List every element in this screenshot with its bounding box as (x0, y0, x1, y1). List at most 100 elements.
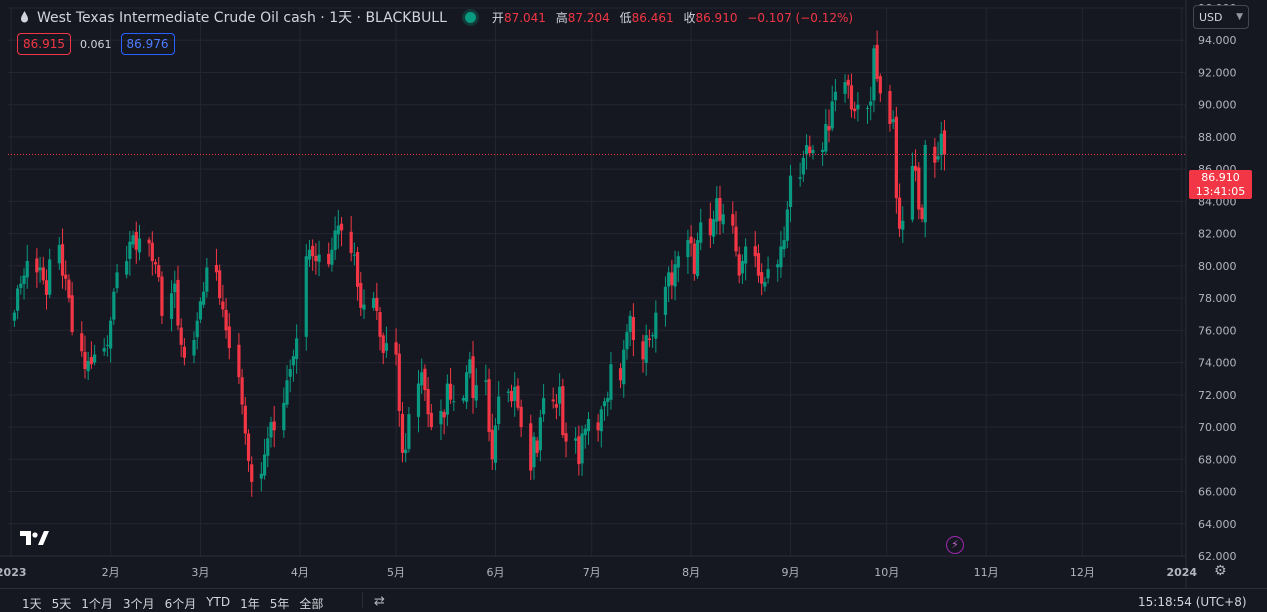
candle-body (811, 149, 815, 154)
candle-body (240, 377, 244, 405)
sell-price-button[interactable]: 86.915 (17, 33, 71, 55)
range-all[interactable]: 全部 (299, 597, 324, 611)
candle-body (625, 331, 629, 350)
candle-body (153, 262, 158, 265)
candle-body (535, 440, 539, 453)
lightning-icon[interactable]: ⚡ (946, 536, 964, 554)
open-value: 87.041 (503, 10, 546, 25)
candle-body (869, 101, 873, 106)
candle-body (641, 341, 645, 360)
candle-body (429, 412, 433, 428)
y-tick-label: 72.000 (1198, 389, 1237, 402)
candle-body (914, 165, 918, 171)
toolbar-divider (362, 592, 363, 608)
candle-body (468, 359, 472, 374)
range-1d[interactable]: 1天 (22, 597, 42, 611)
candle-body (708, 218, 712, 236)
candle-body (654, 312, 658, 339)
candle-body (596, 422, 600, 431)
candle-body (295, 338, 299, 360)
range-3m[interactable]: 3个月 (122, 597, 155, 611)
candle-body (80, 333, 84, 352)
y-tick-label: 90.000 (1198, 99, 1237, 112)
candle-body (375, 297, 379, 312)
candle-body (57, 244, 61, 264)
candle-body (314, 255, 318, 262)
candle-body (631, 316, 635, 341)
candle-body (487, 379, 491, 432)
candle-body (452, 401, 456, 403)
candle-body (137, 238, 142, 253)
candle-body (692, 243, 696, 274)
y-tick-label: 62.000 (1198, 550, 1237, 563)
candle-body (923, 145, 927, 223)
chevron-down-icon: ▼ (1236, 12, 1243, 22)
y-tick-label: 70.000 (1198, 421, 1237, 434)
tradingview-logo-icon[interactable] (20, 530, 50, 546)
candle-body (246, 433, 251, 461)
y-tick-label: 92.000 (1198, 66, 1237, 79)
candle-body (349, 231, 353, 253)
chart-grid (8, 7, 1185, 557)
candle-body (644, 335, 648, 363)
candle-body (776, 264, 780, 268)
gear-icon[interactable]: ⚙ (1214, 563, 1227, 579)
range-1m[interactable]: 1个月 (81, 597, 113, 611)
candle-body (888, 91, 892, 125)
range-5y[interactable]: 5年 (269, 597, 290, 611)
candle-body (25, 261, 29, 278)
currency-select[interactable]: USD ▼ (1193, 5, 1249, 29)
candle-body (484, 380, 488, 382)
candle-body (538, 417, 542, 451)
ohlc-legend: 开87.041 高87.204 低86.461 收86.910 −0.107 (… (486, 9, 853, 26)
candle-body (808, 146, 812, 154)
buy-price-button[interactable]: 86.976 (120, 33, 175, 55)
candle-body (394, 342, 398, 355)
candle-body (917, 167, 921, 210)
range-selector: 1天 5天 1个月 3个月 6个月 YTD 1年 5年 全部 (22, 595, 323, 612)
symbol-title[interactable]: West Texas Intermediate Crude Oil cash ·… (37, 10, 447, 26)
candle-body (936, 156, 940, 160)
candle-body (516, 385, 520, 408)
currency-value: USD (1199, 10, 1223, 24)
candle-body (910, 165, 914, 220)
candle-body (420, 372, 424, 386)
candle-body (48, 259, 52, 295)
clock-timezone[interactable]: 15:18:54 (UTC+8) (1138, 595, 1247, 609)
candle-body (307, 249, 312, 260)
x-tick-label: 8月 (682, 566, 700, 579)
y-tick-label: 88.000 (1198, 131, 1237, 144)
market-open-indicator (464, 11, 476, 23)
date-range-icon[interactable]: ⇄ (374, 594, 385, 609)
range-6m[interactable]: 6个月 (164, 597, 197, 611)
candle-body (465, 372, 469, 402)
range-1y[interactable]: 1年 (240, 597, 260, 611)
candle-body (763, 282, 767, 287)
candle-body (760, 272, 764, 284)
candle-body (83, 351, 87, 370)
candle-body (38, 267, 42, 271)
candle-body (689, 236, 693, 244)
x-tick-label: 2024 (1166, 566, 1197, 579)
candle-body (64, 274, 68, 279)
price-chart[interactable]: 62.000 64.000 66.000 68.000 70.000 72.000 74.0… (0, 0, 1267, 588)
candle-body (865, 107, 870, 109)
candle-body (404, 449, 408, 454)
candle-body (202, 291, 206, 305)
candle-body (586, 419, 591, 432)
candle-body (355, 252, 360, 287)
candle-body (782, 240, 786, 250)
time-axis: 2023 2月 3月 4月 5月 6月 7月 8月 9月 10月 11月 12月 2024 (0, 566, 1197, 579)
candle-body (599, 409, 603, 432)
candle-body (221, 301, 225, 310)
range-5d[interactable]: 5天 (51, 597, 72, 611)
range-ytd[interactable]: YTD (206, 595, 231, 609)
last-price-label: 86.910 13:41:05 (1189, 170, 1252, 199)
candle-body (878, 76, 882, 94)
candle-body (897, 197, 902, 229)
candles (12, 30, 947, 497)
candle-body (715, 198, 719, 222)
candle-body (721, 214, 725, 225)
x-tick-label: 2023 (0, 566, 27, 579)
candle-body (67, 279, 71, 299)
